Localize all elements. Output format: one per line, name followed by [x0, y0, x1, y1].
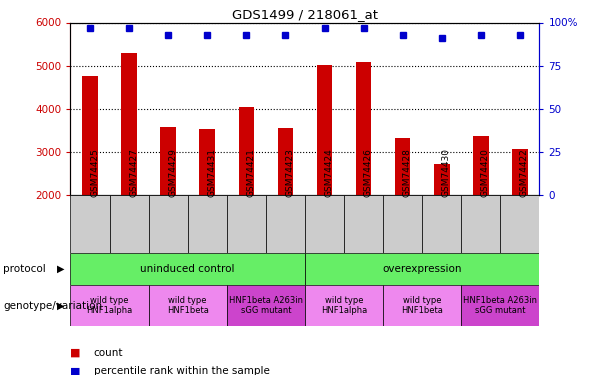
Bar [188, 195, 227, 253]
Bar [305, 195, 344, 253]
Text: ■: ■ [70, 348, 85, 357]
Bar [344, 195, 383, 253]
Text: percentile rank within the sample: percentile rank within the sample [94, 366, 270, 375]
Text: wild type
HNF1beta: wild type HNF1beta [167, 296, 208, 315]
Text: GSM74427: GSM74427 [129, 148, 138, 197]
Text: GSM74431: GSM74431 [207, 148, 216, 197]
Bar [149, 285, 227, 326]
Bar [121, 53, 137, 195]
Text: GSM74422: GSM74422 [520, 148, 529, 197]
Bar [278, 128, 293, 195]
Text: ▶: ▶ [57, 264, 64, 274]
Text: overexpression: overexpression [383, 264, 462, 274]
Bar [305, 253, 539, 285]
Text: wild type
HNF1alpha: wild type HNF1alpha [86, 296, 132, 315]
Text: ■: ■ [70, 366, 85, 375]
Text: GSM74424: GSM74424 [324, 148, 333, 197]
Bar [70, 285, 149, 326]
Text: wild type
HNF1beta: wild type HNF1beta [402, 296, 443, 315]
Bar [149, 195, 188, 253]
Text: GSM74425: GSM74425 [90, 148, 99, 197]
Bar [422, 195, 462, 253]
Bar [227, 285, 305, 326]
Bar [395, 138, 411, 195]
Bar [356, 62, 371, 195]
Bar [473, 136, 489, 195]
Bar [317, 65, 332, 195]
Bar [500, 195, 539, 253]
Text: wild type
HNF1alpha: wild type HNF1alpha [321, 296, 367, 315]
Bar [70, 253, 305, 285]
Bar [238, 106, 254, 195]
Text: protocol: protocol [3, 264, 46, 274]
Text: GSM74420: GSM74420 [481, 148, 490, 197]
Text: uninduced control: uninduced control [140, 264, 235, 274]
Bar [383, 285, 462, 326]
Bar [199, 129, 215, 195]
Bar [110, 195, 149, 253]
Text: count: count [94, 348, 123, 357]
Bar [512, 149, 528, 195]
Text: GSM74423: GSM74423 [286, 148, 294, 197]
Bar [227, 195, 266, 253]
Text: ▶: ▶ [57, 301, 64, 310]
Bar [305, 285, 383, 326]
Bar [82, 76, 98, 195]
Bar [462, 285, 539, 326]
Text: GSM74428: GSM74428 [403, 148, 412, 197]
Bar [70, 195, 110, 253]
Text: genotype/variation: genotype/variation [3, 301, 102, 310]
Bar [383, 195, 422, 253]
Bar [266, 195, 305, 253]
Text: HNF1beta A263in
sGG mutant: HNF1beta A263in sGG mutant [463, 296, 538, 315]
Text: GSM74421: GSM74421 [246, 148, 256, 197]
Title: GDS1499 / 218061_at: GDS1499 / 218061_at [232, 8, 378, 21]
Bar [462, 195, 500, 253]
Bar [434, 164, 449, 195]
Text: HNF1beta A263in
sGG mutant: HNF1beta A263in sGG mutant [229, 296, 303, 315]
Text: GSM74426: GSM74426 [364, 148, 373, 197]
Text: GSM74430: GSM74430 [442, 148, 451, 197]
Bar [161, 127, 176, 195]
Text: GSM74429: GSM74429 [168, 148, 177, 197]
